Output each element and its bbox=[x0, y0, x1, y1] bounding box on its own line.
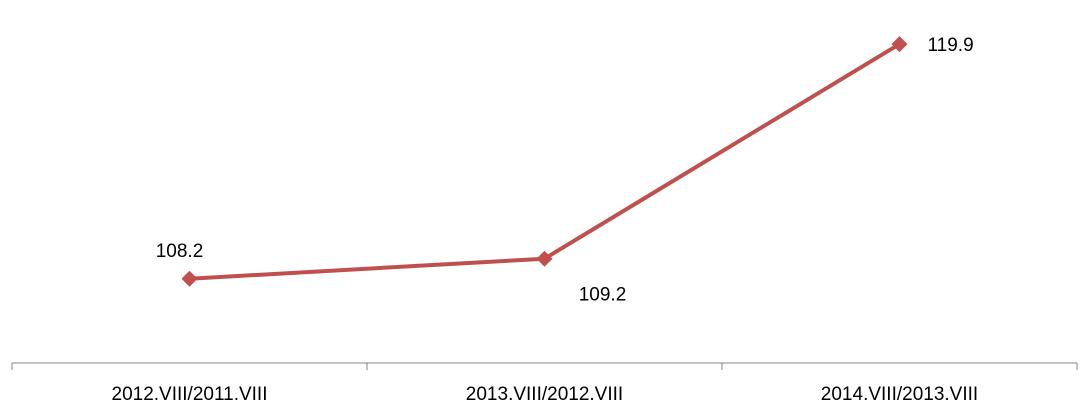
data-point-marker bbox=[536, 250, 553, 267]
data-label: 109.2 bbox=[579, 285, 627, 306]
x-axis bbox=[11, 362, 1078, 370]
series bbox=[181, 36, 908, 287]
data-label: 108.2 bbox=[156, 241, 204, 262]
series-line bbox=[189, 42, 901, 281]
x-tick-label: 2014.VIII/2013.VIII bbox=[821, 384, 978, 405]
data-labels: 108.2 109.2 119.9 bbox=[156, 35, 974, 306]
data-point-marker bbox=[891, 36, 908, 53]
x-tick-label: 2013.VIII/2012.VIII bbox=[466, 384, 623, 405]
data-point-marker bbox=[181, 270, 198, 287]
x-tick-labels: 2012.VIII/2011.VIII 2013.VIII/2012.VIII 20… bbox=[112, 384, 979, 405]
x-tick-label: 2012.VIII/2011.VIII bbox=[112, 384, 268, 405]
data-label: 119.9 bbox=[928, 35, 974, 56]
